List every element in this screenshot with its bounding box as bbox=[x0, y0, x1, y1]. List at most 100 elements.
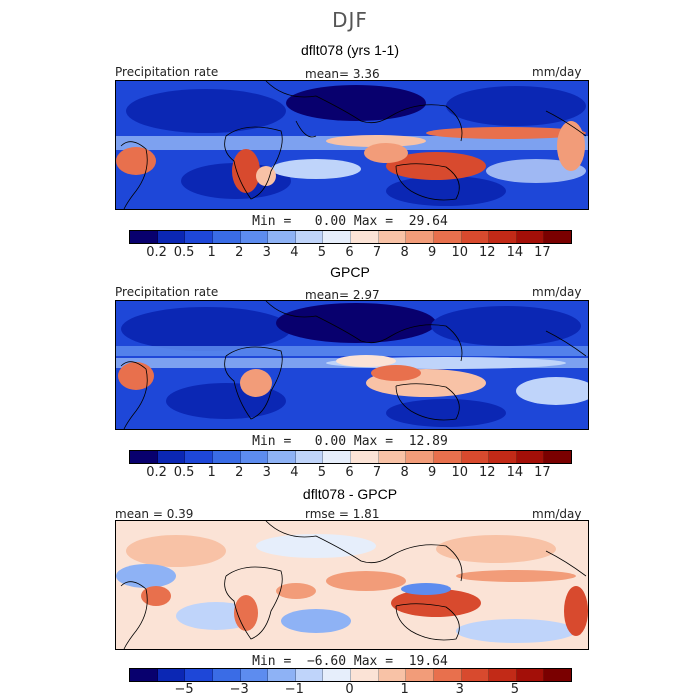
colorbar-swatch bbox=[516, 231, 545, 243]
colorbar-swatch bbox=[268, 451, 296, 463]
colorbar-swatch bbox=[212, 669, 241, 681]
colorbar-tick: 1 bbox=[400, 682, 409, 697]
colorbar-tick: 17 bbox=[534, 465, 551, 480]
colorbar-tick: −3 bbox=[229, 682, 249, 697]
colorbar-swatch bbox=[185, 669, 213, 681]
colorbar-swatch bbox=[268, 669, 296, 681]
panel-2-units-label: mm/day bbox=[532, 285, 582, 299]
colorbar-tick: 0.5 bbox=[173, 245, 195, 260]
colorbar-tick: 12 bbox=[479, 465, 496, 480]
colorbar-swatch bbox=[240, 669, 269, 681]
colorbar-swatch bbox=[544, 231, 571, 243]
colorbar-swatch bbox=[185, 231, 213, 243]
colorbar-swatch bbox=[157, 669, 186, 681]
colorbar-tick: 0.5 bbox=[173, 465, 195, 480]
colorbar-swatch bbox=[489, 231, 517, 243]
colorbar-swatch bbox=[295, 669, 324, 681]
colorbar-tick: −1 bbox=[284, 682, 304, 697]
colorbar-tick: 17 bbox=[534, 245, 551, 260]
colorbar-swatch bbox=[157, 451, 186, 463]
panel-2-title: GPCP bbox=[330, 264, 370, 280]
colorbar-tick: 5 bbox=[317, 465, 327, 480]
colorbar-swatch bbox=[489, 451, 517, 463]
colorbar-swatch bbox=[157, 231, 186, 243]
colorbar-swatch bbox=[268, 231, 296, 243]
colorbar-swatch bbox=[323, 669, 351, 681]
panel-3-minmax: Min = −6.60 Max = 19.64 bbox=[252, 654, 448, 669]
panel-1-minmax: Min = 0.00 Max = 29.64 bbox=[252, 214, 448, 229]
colorbar-tick: 0 bbox=[345, 682, 354, 697]
panel-2-precip-map bbox=[115, 300, 589, 430]
colorbar-swatch bbox=[351, 669, 379, 681]
colorbar-swatch bbox=[461, 231, 490, 243]
colorbar-swatch bbox=[378, 451, 407, 463]
colorbar-swatch bbox=[433, 451, 462, 463]
colorbar-swatch bbox=[406, 231, 434, 243]
colorbar-tick: 5 bbox=[510, 682, 520, 697]
colorbar-tick: 12 bbox=[479, 245, 496, 260]
colorbar-tick: 2 bbox=[235, 245, 244, 260]
colorbar-swatch bbox=[212, 451, 241, 463]
colorbar-tick: 3 bbox=[262, 245, 271, 260]
colorbar-tick: 1 bbox=[207, 465, 216, 480]
colorbar-tick: 8 bbox=[400, 465, 409, 480]
colorbar-swatch bbox=[351, 231, 379, 243]
panel-3-colorbar-ticks: −5 −3 −1 0 1 3 5 bbox=[129, 682, 570, 698]
colorbar-swatch bbox=[240, 451, 269, 463]
colorbar-tick: 7 bbox=[372, 465, 382, 480]
colorbar-tick: 1 bbox=[207, 245, 216, 260]
colorbar-tick: 9 bbox=[428, 245, 437, 260]
colorbar-tick: 9 bbox=[428, 465, 437, 480]
colorbar-tick: −5 bbox=[174, 682, 194, 697]
colorbar-swatch bbox=[433, 669, 462, 681]
panel-2-mean-label: mean= 2.97 bbox=[305, 288, 380, 302]
colorbar-swatch bbox=[130, 231, 158, 243]
panel-2-colorbar-ticks: 0.2 0.5 1 2 3 4 5 6 7 8 9 10 12 14 17 bbox=[129, 465, 570, 481]
colorbar-swatch bbox=[130, 669, 158, 681]
panel-1-colorbar bbox=[129, 230, 572, 244]
panel-1-units-label: mm/day bbox=[532, 65, 582, 79]
colorbar-swatch bbox=[130, 451, 158, 463]
season-title: DJF bbox=[332, 8, 368, 32]
panel-1-left-label: Precipitation rate bbox=[115, 65, 219, 79]
colorbar-tick: 14 bbox=[506, 245, 524, 260]
colorbar-swatch bbox=[185, 451, 213, 463]
colorbar-tick: 10 bbox=[451, 465, 469, 480]
colorbar-swatch bbox=[295, 231, 324, 243]
panel-1-mean-label: mean= 3.36 bbox=[305, 67, 380, 81]
panel-2-colorbar bbox=[129, 450, 572, 464]
colorbar-swatch bbox=[516, 669, 545, 681]
panel-1-colorbar-ticks: 0.2 0.5 1 2 3 4 5 6 7 8 9 10 12 14 17 bbox=[129, 245, 570, 261]
colorbar-tick: 14 bbox=[506, 465, 524, 480]
colorbar-tick: 0.2 bbox=[146, 245, 167, 260]
colorbar-swatch bbox=[406, 669, 434, 681]
colorbar-tick: 7 bbox=[372, 245, 382, 260]
panel-3-mean-label: mean = 0.39 bbox=[115, 507, 194, 521]
panel-3-title: dflt078 - GPCP bbox=[302, 486, 398, 502]
colorbar-tick: 10 bbox=[451, 245, 469, 260]
panel-3-colorbar bbox=[129, 668, 572, 682]
colorbar-swatch bbox=[461, 451, 490, 463]
colorbar-tick: 3 bbox=[455, 682, 464, 697]
colorbar-tick: 0.2 bbox=[146, 465, 167, 480]
colorbar-swatch bbox=[544, 669, 571, 681]
colorbar-swatch bbox=[516, 451, 545, 463]
colorbar-swatch bbox=[461, 669, 490, 681]
colorbar-swatch bbox=[351, 451, 379, 463]
colorbar-swatch bbox=[378, 231, 407, 243]
panel-3-units-label: mm/day bbox=[532, 507, 582, 521]
panel-1-precip-map bbox=[115, 80, 589, 210]
colorbar-swatch bbox=[433, 231, 462, 243]
colorbar-tick: 8 bbox=[400, 245, 409, 260]
colorbar-tick: 4 bbox=[290, 245, 299, 260]
colorbar-swatch bbox=[323, 231, 351, 243]
colorbar-tick: 6 bbox=[345, 245, 354, 260]
colorbar-swatch bbox=[295, 451, 324, 463]
colorbar-tick: 5 bbox=[317, 245, 327, 260]
colorbar-swatch bbox=[378, 669, 407, 681]
colorbar-tick: 6 bbox=[345, 465, 354, 480]
colorbar-swatch bbox=[406, 451, 434, 463]
colorbar-tick: 2 bbox=[235, 465, 244, 480]
colorbar-tick: 3 bbox=[262, 465, 271, 480]
panel-3-difference-map bbox=[115, 520, 589, 650]
